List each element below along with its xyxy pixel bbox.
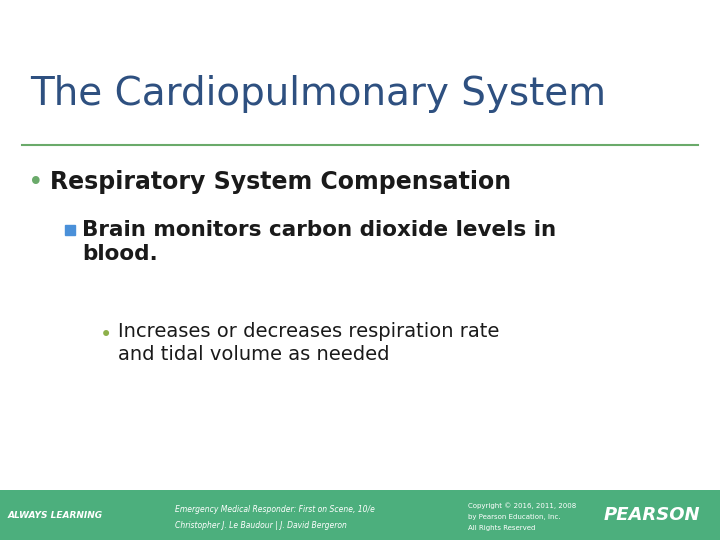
Text: •: • xyxy=(28,170,44,196)
Bar xyxy=(0,490,720,540)
Text: Emergency Medical Responder: First on Scene, 10/e: Emergency Medical Responder: First on Sc… xyxy=(175,504,375,514)
Text: Christopher J. Le Baudour | J. David Bergeron: Christopher J. Le Baudour | J. David Ber… xyxy=(175,522,347,530)
Text: Respiratory System Compensation: Respiratory System Compensation xyxy=(50,170,511,194)
Text: ALWAYS LEARNING: ALWAYS LEARNING xyxy=(8,510,103,519)
Text: PEARSON: PEARSON xyxy=(603,506,700,524)
Text: All Rights Reserved: All Rights Reserved xyxy=(468,525,536,531)
Text: by Pearson Education, Inc.: by Pearson Education, Inc. xyxy=(468,514,561,520)
Text: Copyright © 2016, 2011, 2008: Copyright © 2016, 2011, 2008 xyxy=(468,503,576,509)
Text: The Cardiopulmonary System: The Cardiopulmonary System xyxy=(30,75,606,113)
Text: •: • xyxy=(100,325,112,345)
Text: Brain monitors carbon dioxide levels in
blood.: Brain monitors carbon dioxide levels in … xyxy=(82,220,556,264)
Bar xyxy=(65,225,75,235)
Text: Increases or decreases respiration rate
and tidal volume as needed: Increases or decreases respiration rate … xyxy=(118,322,500,364)
